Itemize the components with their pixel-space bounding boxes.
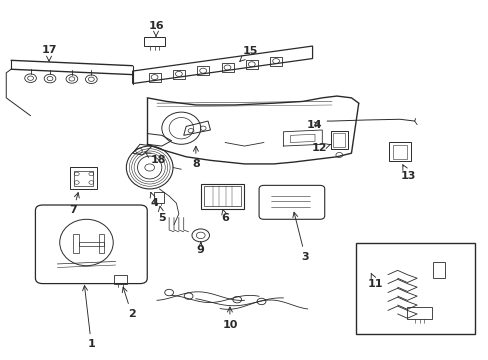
- Bar: [330, 131, 347, 149]
- Text: 13: 13: [400, 165, 416, 181]
- Bar: [73, 234, 79, 253]
- Bar: [270, 57, 282, 66]
- Bar: [432, 262, 444, 278]
- Text: 16: 16: [148, 21, 163, 37]
- Bar: [173, 69, 185, 78]
- Bar: [114, 275, 127, 284]
- Bar: [148, 73, 161, 82]
- Bar: [407, 307, 431, 319]
- Text: 4: 4: [150, 192, 158, 208]
- Text: 6: 6: [221, 210, 228, 222]
- Text: 1: 1: [82, 285, 95, 349]
- Text: 14: 14: [305, 120, 321, 130]
- Bar: [388, 142, 410, 161]
- Bar: [333, 133, 344, 147]
- Bar: [221, 63, 233, 72]
- Text: 9: 9: [196, 242, 204, 255]
- Text: 12: 12: [311, 143, 330, 153]
- Bar: [74, 171, 93, 186]
- Text: 2: 2: [122, 287, 135, 319]
- Text: 10: 10: [222, 307, 237, 330]
- Text: 3: 3: [292, 212, 308, 262]
- Bar: [143, 37, 165, 46]
- Bar: [70, 167, 97, 189]
- Bar: [153, 192, 164, 203]
- Text: 5: 5: [158, 206, 165, 222]
- Text: 7: 7: [69, 193, 79, 215]
- Bar: [356, 243, 474, 334]
- Text: 8: 8: [192, 146, 199, 169]
- Text: 17: 17: [41, 45, 57, 61]
- Bar: [99, 234, 104, 253]
- Bar: [201, 184, 244, 208]
- Text: 15: 15: [239, 46, 258, 62]
- Bar: [203, 186, 241, 206]
- Bar: [392, 145, 407, 158]
- Bar: [79, 242, 104, 246]
- Text: 11: 11: [367, 273, 383, 289]
- Bar: [245, 60, 258, 69]
- Bar: [197, 66, 209, 75]
- Text: 18: 18: [145, 152, 165, 165]
